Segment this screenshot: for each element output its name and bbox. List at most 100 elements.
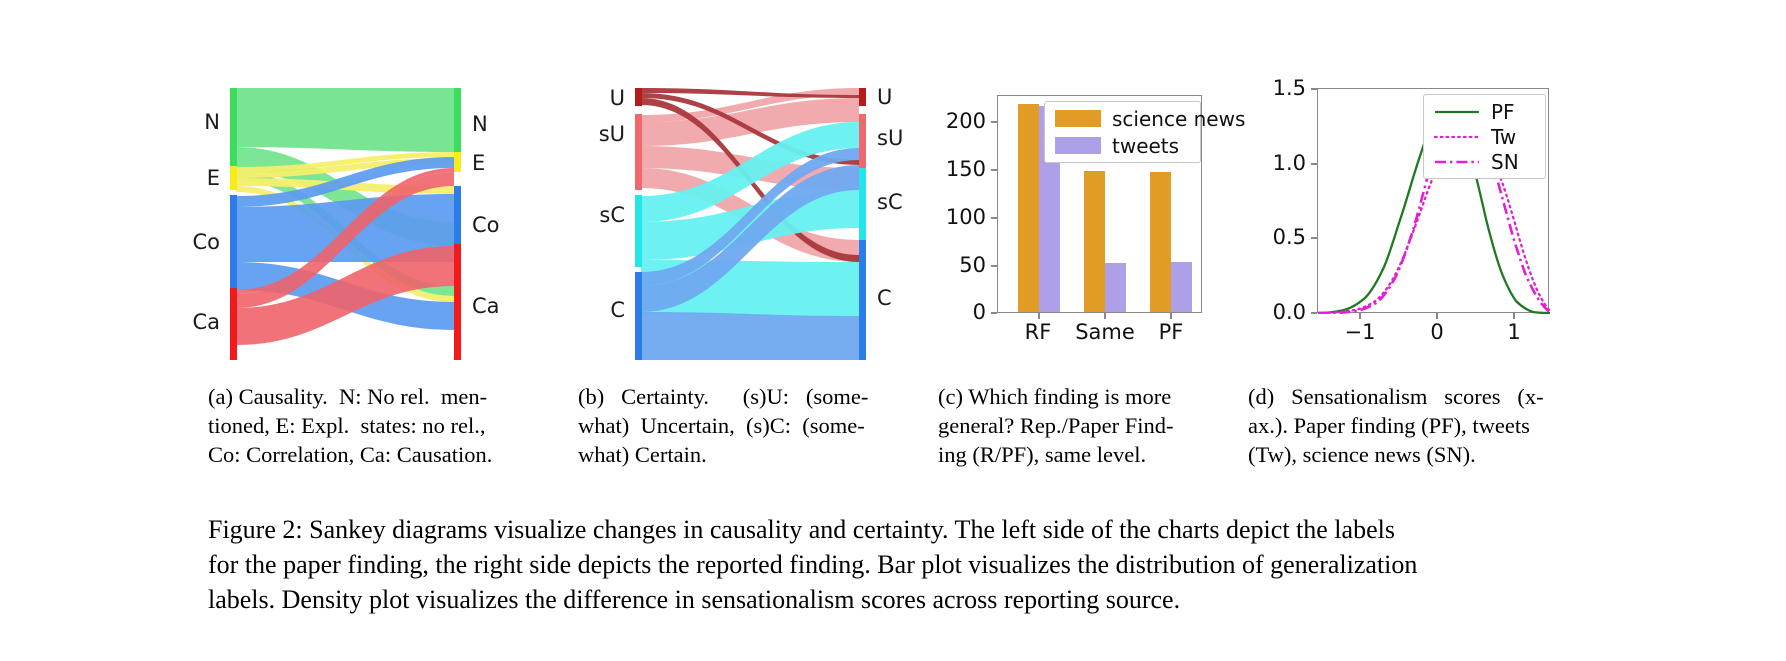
- panel-b-right-label-su: sU: [877, 126, 904, 150]
- xtick-mark-rf: [1038, 313, 1040, 319]
- node-right-n: [454, 88, 461, 158]
- panel-a-right-label-n: N: [472, 112, 488, 136]
- ytick-mark-50: [991, 265, 997, 267]
- node-left-c: [635, 272, 642, 360]
- subcaption-d-line-1: (d) Sensationalism scores (x-: [1248, 384, 1544, 409]
- xtick-label-neg1: −1: [1344, 320, 1376, 344]
- flow-sc-su: [641, 122, 859, 222]
- subcaption-d: (d) Sensationalism scores (x- ax.). Pape…: [1248, 382, 1578, 469]
- panel-c-legend: science news tweets: [1044, 101, 1245, 163]
- legend-label-tweets: tweets: [1112, 133, 1180, 158]
- figure-caption-line-1: Figure 2: Sankey diagrams visualize chan…: [208, 515, 1395, 544]
- flow-su-su: [641, 98, 859, 146]
- node-right-c: [859, 240, 866, 360]
- legend-row-pf: PF: [1424, 99, 1545, 124]
- ytick-label-0p0: 0.0: [1272, 300, 1306, 324]
- xtick-label-same: Same: [1075, 320, 1135, 344]
- subcaption-b-line-1: (b) Certainty. (s)U: (some-: [578, 384, 869, 409]
- legend-label-pf: PF: [1491, 99, 1515, 124]
- panel-d-densityplot: PF Tw SN: [1255, 0, 1565, 360]
- subcaption-a-line-2: tioned, E: Expl. states: no rel.,: [208, 413, 486, 438]
- xtick-mark-same: [1104, 313, 1106, 319]
- node-right-co: [454, 186, 461, 264]
- node-left-n: [230, 88, 237, 172]
- ytick-mark-0p0: [1311, 312, 1317, 314]
- panel-a-left-label-n: N: [204, 110, 220, 134]
- subcaption-b-line-2: what) Uncertain, (s)C: (some-: [578, 413, 865, 438]
- subcaption-b-line-3: what) Certain.: [578, 442, 707, 467]
- panel-d-axes: PF Tw SN: [1317, 88, 1550, 314]
- node-left-co: [230, 195, 237, 291]
- xtick-mark-1: [1513, 313, 1515, 319]
- node-right-ca: [454, 244, 461, 360]
- panel-a-right-label-e: E: [472, 151, 486, 175]
- panel-b-right-label-c: C: [877, 286, 892, 310]
- flow-co-co: [236, 194, 454, 262]
- panel-a-right-label-co: Co: [472, 213, 500, 237]
- ytick-label-1p0: 1.0: [1272, 151, 1306, 175]
- ytick-mark-0: [991, 312, 997, 314]
- panel-b-left-label-sc: sC: [599, 203, 625, 227]
- legend-label-science-news: science news: [1112, 106, 1246, 131]
- node-left-su: [635, 114, 642, 190]
- legend-row-science-news: science news: [1045, 105, 1245, 132]
- ytick-mark-100: [991, 217, 997, 219]
- figure-caption: Figure 2: Sankey diagrams visualize chan…: [208, 512, 1578, 617]
- panel-b-left-label-u: U: [609, 86, 625, 110]
- subcaption-a-line-3: Co: Correlation, Ca: Causation.: [208, 442, 493, 467]
- subcaption-c-line-1: (c) Which finding is more: [938, 384, 1172, 409]
- flow-ca-ca: [236, 246, 454, 345]
- node-right-sc: [859, 168, 866, 240]
- xtick-mark-0: [1436, 313, 1438, 319]
- panel-b-svg: [635, 88, 866, 360]
- flow-n-n: [236, 88, 454, 152]
- panel-d-legend: PF Tw SN: [1423, 94, 1546, 179]
- ytick-mark-1p5: [1311, 88, 1317, 90]
- subcaption-b: (b) Certainty. (s)U: (some- what) Uncert…: [578, 382, 918, 469]
- ytick-mark-1p0: [1311, 163, 1317, 165]
- subcaption-c-line-3: ing (R/PF), same level.: [938, 442, 1147, 467]
- panel-a-sankey: N E Co Ca N E Co Ca: [180, 0, 510, 360]
- subcaption-c-line-2: general? Rep./Paper Find-: [938, 413, 1174, 438]
- node-right-u: [859, 88, 866, 106]
- bar-pf-tweets: [1171, 262, 1192, 312]
- subcaption-c: (c) Which finding is more general? Rep./…: [938, 382, 1223, 469]
- panel-a-left-label-ca: Ca: [192, 310, 220, 334]
- flow-u-su: [641, 88, 859, 98]
- node-left-sc: [635, 195, 642, 267]
- ytick-label-50: 50: [959, 253, 986, 277]
- curve-sn: [1318, 106, 1550, 314]
- xtick-label-1: 1: [1507, 320, 1521, 344]
- ytick-label-0p5: 0.5: [1272, 225, 1306, 249]
- legend-row-tw: Tw: [1424, 124, 1545, 149]
- flow-e-n: [236, 152, 454, 172]
- flow-c-sc: [641, 165, 859, 312]
- panel-b-sankey: U sU sC C U sU sC C: [585, 0, 915, 360]
- panel-b-left-label-su: sU: [598, 122, 625, 146]
- legend-swatch-tweets: [1055, 137, 1101, 154]
- node-left-u: [635, 88, 642, 106]
- bar-rf-science-news: [1018, 104, 1039, 312]
- panel-c-axes: science news tweets: [997, 95, 1245, 313]
- node-left-ca: [230, 288, 237, 360]
- figure-caption-line-3: labels. Density plot visualizes the diff…: [208, 585, 1181, 614]
- ytick-mark-200: [991, 121, 997, 123]
- panels-row: N E Co Ca N E Co Ca: [180, 0, 1565, 360]
- xtick-mark-pf: [1170, 313, 1172, 319]
- ytick-label-200: 200: [945, 109, 986, 133]
- xtick-label-rf: RF: [1024, 320, 1052, 344]
- ytick-mark-150: [991, 169, 997, 171]
- legend-label-sn: SN: [1491, 149, 1519, 174]
- ytick-label-150: 150: [945, 157, 986, 181]
- flow-ca-co: [236, 172, 454, 308]
- subcaption-d-line-2: ax.). Paper finding (PF), tweets: [1248, 413, 1530, 438]
- xtick-mark-neg1: [1359, 313, 1361, 319]
- flow-ca-n: [236, 168, 454, 294]
- node-right-e: [454, 152, 461, 172]
- flow-c-c: [641, 312, 859, 360]
- flow-u-sc: [641, 93, 859, 165]
- bar-pf-science-news: [1150, 172, 1171, 312]
- legend-swatch-science-news: [1055, 110, 1101, 127]
- ytick-label-1p5: 1.5: [1272, 76, 1306, 100]
